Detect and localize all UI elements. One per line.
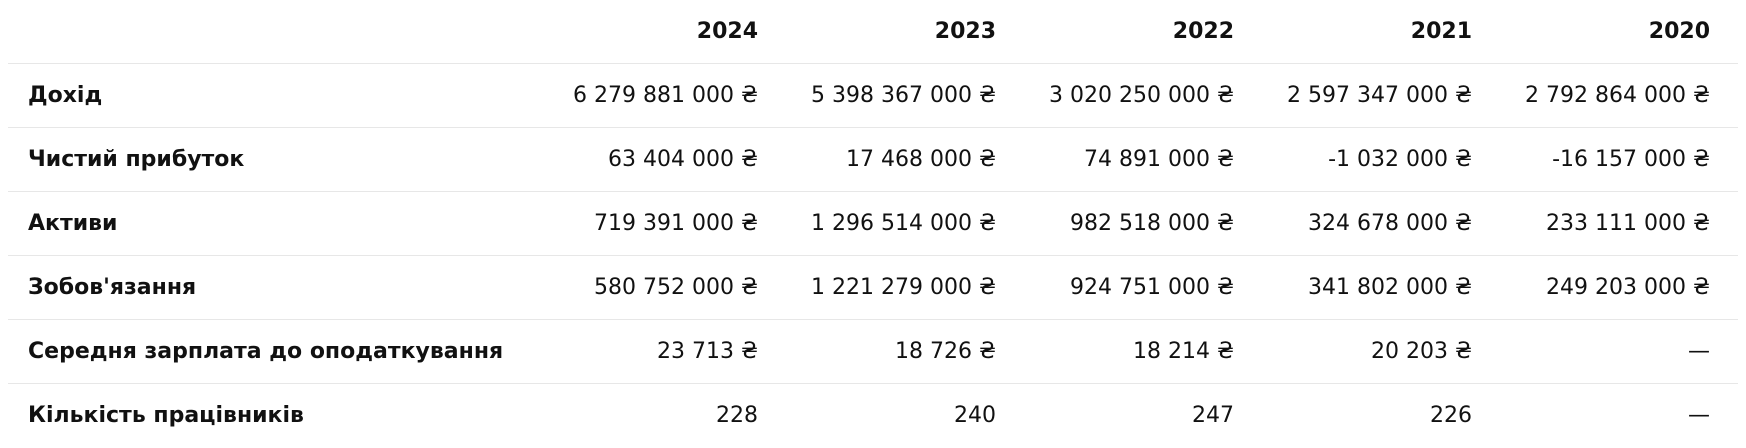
- table-cell: 341 802 000 ₴: [1262, 255, 1500, 320]
- row-label: Зобов'язання: [8, 255, 548, 320]
- table-cell: 20 203 ₴: [1262, 319, 1500, 384]
- table-cell: —: [1500, 319, 1738, 384]
- table-cell: 74 891 000 ₴: [1024, 127, 1262, 192]
- table-cell: 240: [954, 402, 996, 428]
- table-row: Чистий прибуток 63 404 000 ₴ 17 468 000 …: [8, 127, 1738, 192]
- row-label: Кількість працівників: [28, 402, 304, 428]
- table-cell: 719 391 000 ₴: [548, 191, 786, 256]
- table-cell: 5 398 367 000 ₴: [786, 63, 1024, 128]
- table-cell: —: [1688, 402, 1710, 428]
- table-cell: 247: [1192, 402, 1234, 428]
- table-cell: 1 296 514 000 ₴: [786, 191, 1024, 256]
- table-cell: 580 752 000 ₴: [548, 255, 786, 320]
- table-cell: 226: [1430, 402, 1472, 428]
- table-cell: 982 518 000 ₴: [1024, 191, 1262, 256]
- table-cell: 249 203 000 ₴: [1500, 255, 1738, 320]
- table-cell: 1 221 279 000 ₴: [786, 255, 1024, 320]
- table-header-row: 2024 2023 2022 2021 2020: [8, 0, 1738, 64]
- table-cell: -16 157 000 ₴: [1500, 127, 1738, 192]
- table-cell: 63 404 000 ₴: [548, 127, 786, 192]
- table-cell: 233 111 000 ₴: [1500, 191, 1738, 256]
- header-blank-cell: [8, 0, 548, 64]
- year-header: 2021: [1262, 0, 1500, 64]
- year-header: 2024: [548, 0, 786, 64]
- table-cell: 18 726 ₴: [786, 319, 1024, 384]
- year-header: 2022: [1024, 0, 1262, 64]
- row-label: Середня зарплата до оподаткування: [8, 319, 548, 384]
- table-cell: 23 713 ₴: [548, 319, 786, 384]
- table-cell: 228: [716, 402, 758, 428]
- year-header: 2023: [786, 0, 1024, 64]
- table-cell: 18 214 ₴: [1024, 319, 1262, 384]
- table-cell: 3 020 250 000 ₴: [1024, 63, 1262, 128]
- table-cell: 324 678 000 ₴: [1262, 191, 1500, 256]
- row-label: Чистий прибуток: [8, 127, 548, 192]
- table-row: Кількість працівників 228 240 247 226 —: [8, 384, 1738, 448]
- table-cell: 2 597 347 000 ₴: [1262, 63, 1500, 128]
- row-label: Дохід: [8, 63, 548, 128]
- row-label: Активи: [8, 191, 548, 256]
- table-row: Зобов'язання 580 752 000 ₴ 1 221 279 000…: [8, 255, 1738, 320]
- table-row: Активи 719 391 000 ₴ 1 296 514 000 ₴ 982…: [8, 191, 1738, 256]
- table-row: Середня зарплата до оподаткування 23 713…: [8, 319, 1738, 384]
- table-cell: 924 751 000 ₴: [1024, 255, 1262, 320]
- table-cell: -1 032 000 ₴: [1262, 127, 1500, 192]
- table-row: Дохід 6 279 881 000 ₴ 5 398 367 000 ₴ 3 …: [8, 63, 1738, 128]
- table-cell: 2 792 864 000 ₴: [1500, 63, 1738, 128]
- year-header: 2020: [1500, 0, 1738, 64]
- table-cell: 17 468 000 ₴: [786, 127, 1024, 192]
- financial-table: 2024 2023 2022 2021 2020 Дохід 6 279 881…: [8, 0, 1738, 447]
- table-cell: 6 279 881 000 ₴: [548, 63, 786, 128]
